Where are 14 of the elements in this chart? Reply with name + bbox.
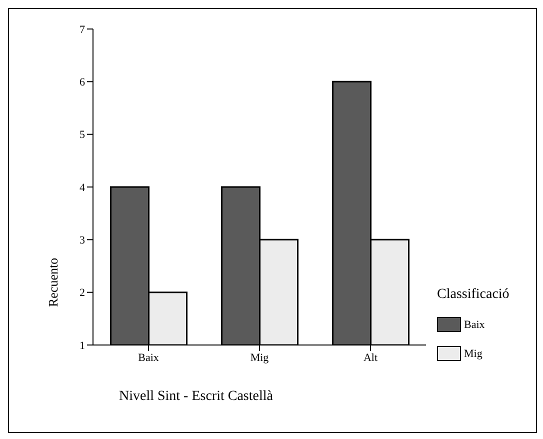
y-axis-title: Recuento: [46, 258, 61, 307]
x-axis-title: Nivell Sint - Escrit Castellà: [119, 389, 273, 405]
x-tick-label: Baix: [138, 352, 160, 364]
x-tick-label: Mig: [250, 352, 270, 364]
y-tick-label: 3: [80, 234, 86, 247]
y-tick-label: 5: [80, 129, 86, 142]
y-tick-label: 2: [80, 287, 85, 300]
y-tick-label: 1: [80, 340, 85, 352]
legend-title: Classificació: [437, 287, 510, 303]
y-tick-label: 6: [80, 76, 86, 89]
x-tick-label: Alt: [363, 352, 378, 364]
y-tick-label: 7: [80, 24, 86, 36]
y-tick-label: 4: [80, 182, 86, 194]
legend-label: Baix: [464, 318, 485, 330]
